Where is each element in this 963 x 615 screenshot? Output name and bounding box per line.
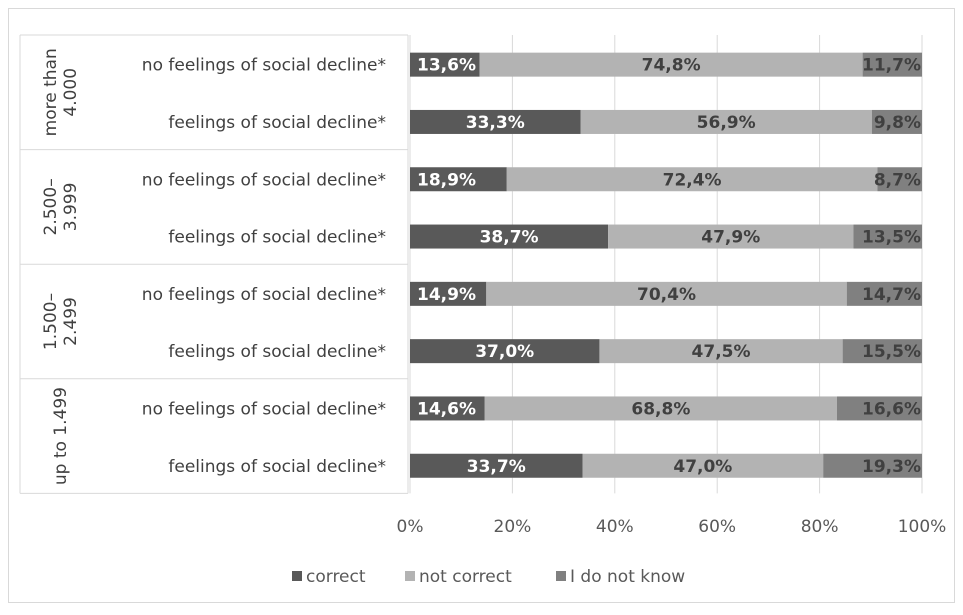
bar-segment [410, 167, 507, 192]
legend-swatch [556, 571, 566, 581]
data-label: 37,0% [475, 342, 534, 362]
data-label: 74,8% [642, 56, 701, 76]
legend-label: correct [306, 567, 366, 587]
data-label: 13,6% [417, 56, 476, 76]
category-label: feelings of social decline* [168, 113, 386, 133]
bar-segment [410, 396, 485, 421]
category-label: no feelings of social decline* [142, 285, 386, 305]
category-label: no feelings of social decline* [142, 399, 386, 419]
group-label: 1.500–2.499 [41, 293, 81, 350]
category-label: no feelings of social decline* [142, 170, 386, 190]
bar-segment [877, 167, 922, 192]
legend-swatch [405, 571, 415, 581]
data-label: 14,9% [417, 285, 476, 305]
data-label: 14,6% [417, 399, 476, 419]
data-label: 14,7% [862, 285, 921, 305]
x-tick-label: 40% [596, 517, 634, 537]
bar-segment [823, 453, 922, 478]
bar-segment [871, 109, 922, 134]
category-label: feelings of social decline* [168, 228, 386, 248]
data-label: 33,7% [467, 457, 526, 477]
x-tick-label: 80% [801, 517, 839, 537]
data-label: 56,9% [697, 113, 756, 133]
group-label-line: 1.500– [41, 293, 61, 350]
data-label: 47,9% [701, 228, 760, 248]
x-tick-label: 100% [898, 517, 947, 537]
bar-segment [484, 396, 838, 421]
bar-segment [582, 453, 824, 478]
data-label: 68,8% [631, 399, 690, 419]
data-label: 33,3% [466, 113, 525, 133]
legend-label: I do not know [570, 567, 685, 587]
data-label: 18,9% [417, 170, 476, 190]
bar-segment [410, 339, 600, 364]
group-label-line: up to 1.499 [51, 387, 71, 485]
data-label: 38,7% [480, 228, 539, 248]
bar-segment [862, 52, 922, 77]
bar-segment [486, 281, 847, 306]
group-label-line: 4.000 [61, 68, 81, 117]
category-label: feelings of social decline* [168, 342, 386, 362]
bar-segment [608, 224, 854, 249]
legend-label: not correct [419, 567, 512, 587]
bar-segment [410, 52, 480, 77]
x-tick-label: 0% [397, 517, 424, 537]
bar-segment [410, 453, 583, 478]
group-label-line: more than [41, 48, 61, 136]
bar-segment [506, 167, 878, 192]
group-label-line: 3.999 [61, 183, 81, 232]
data-label: 8,7% [874, 170, 921, 190]
data-label: 70,4% [637, 285, 696, 305]
group-label-line: 2.499 [61, 297, 81, 346]
data-label: 47,5% [692, 342, 751, 362]
data-label: 47,0% [673, 457, 732, 477]
x-tick-label: 20% [494, 517, 532, 537]
bar-segment [853, 224, 922, 249]
bar-segment [580, 109, 872, 134]
data-label: 9,8% [874, 113, 921, 133]
data-label: 19,3% [862, 457, 921, 477]
group-label: 2.500–3.999 [41, 178, 81, 235]
category-label: no feelings of social decline* [142, 56, 386, 76]
group-label: more than4.000 [41, 48, 81, 136]
bar-segment [410, 224, 609, 249]
bar-segment [599, 339, 843, 364]
group-label: up to 1.499 [51, 387, 71, 485]
data-label: 72,4% [663, 170, 722, 190]
data-label: 13,5% [862, 228, 921, 248]
data-label: 11,7% [862, 56, 921, 76]
bar-segment [410, 281, 487, 306]
category-label: feelings of social decline* [168, 457, 386, 477]
x-tick-label: 60% [698, 517, 736, 537]
bar-segment [479, 52, 863, 77]
data-label: 16,6% [862, 399, 921, 419]
bar-segment [846, 281, 922, 306]
bar-segment [842, 339, 922, 364]
bar-segment [837, 396, 922, 421]
legend-swatch [292, 571, 302, 581]
bar-segment [410, 109, 581, 134]
data-label: 15,5% [862, 342, 921, 362]
group-label-line: 2.500– [41, 178, 61, 235]
